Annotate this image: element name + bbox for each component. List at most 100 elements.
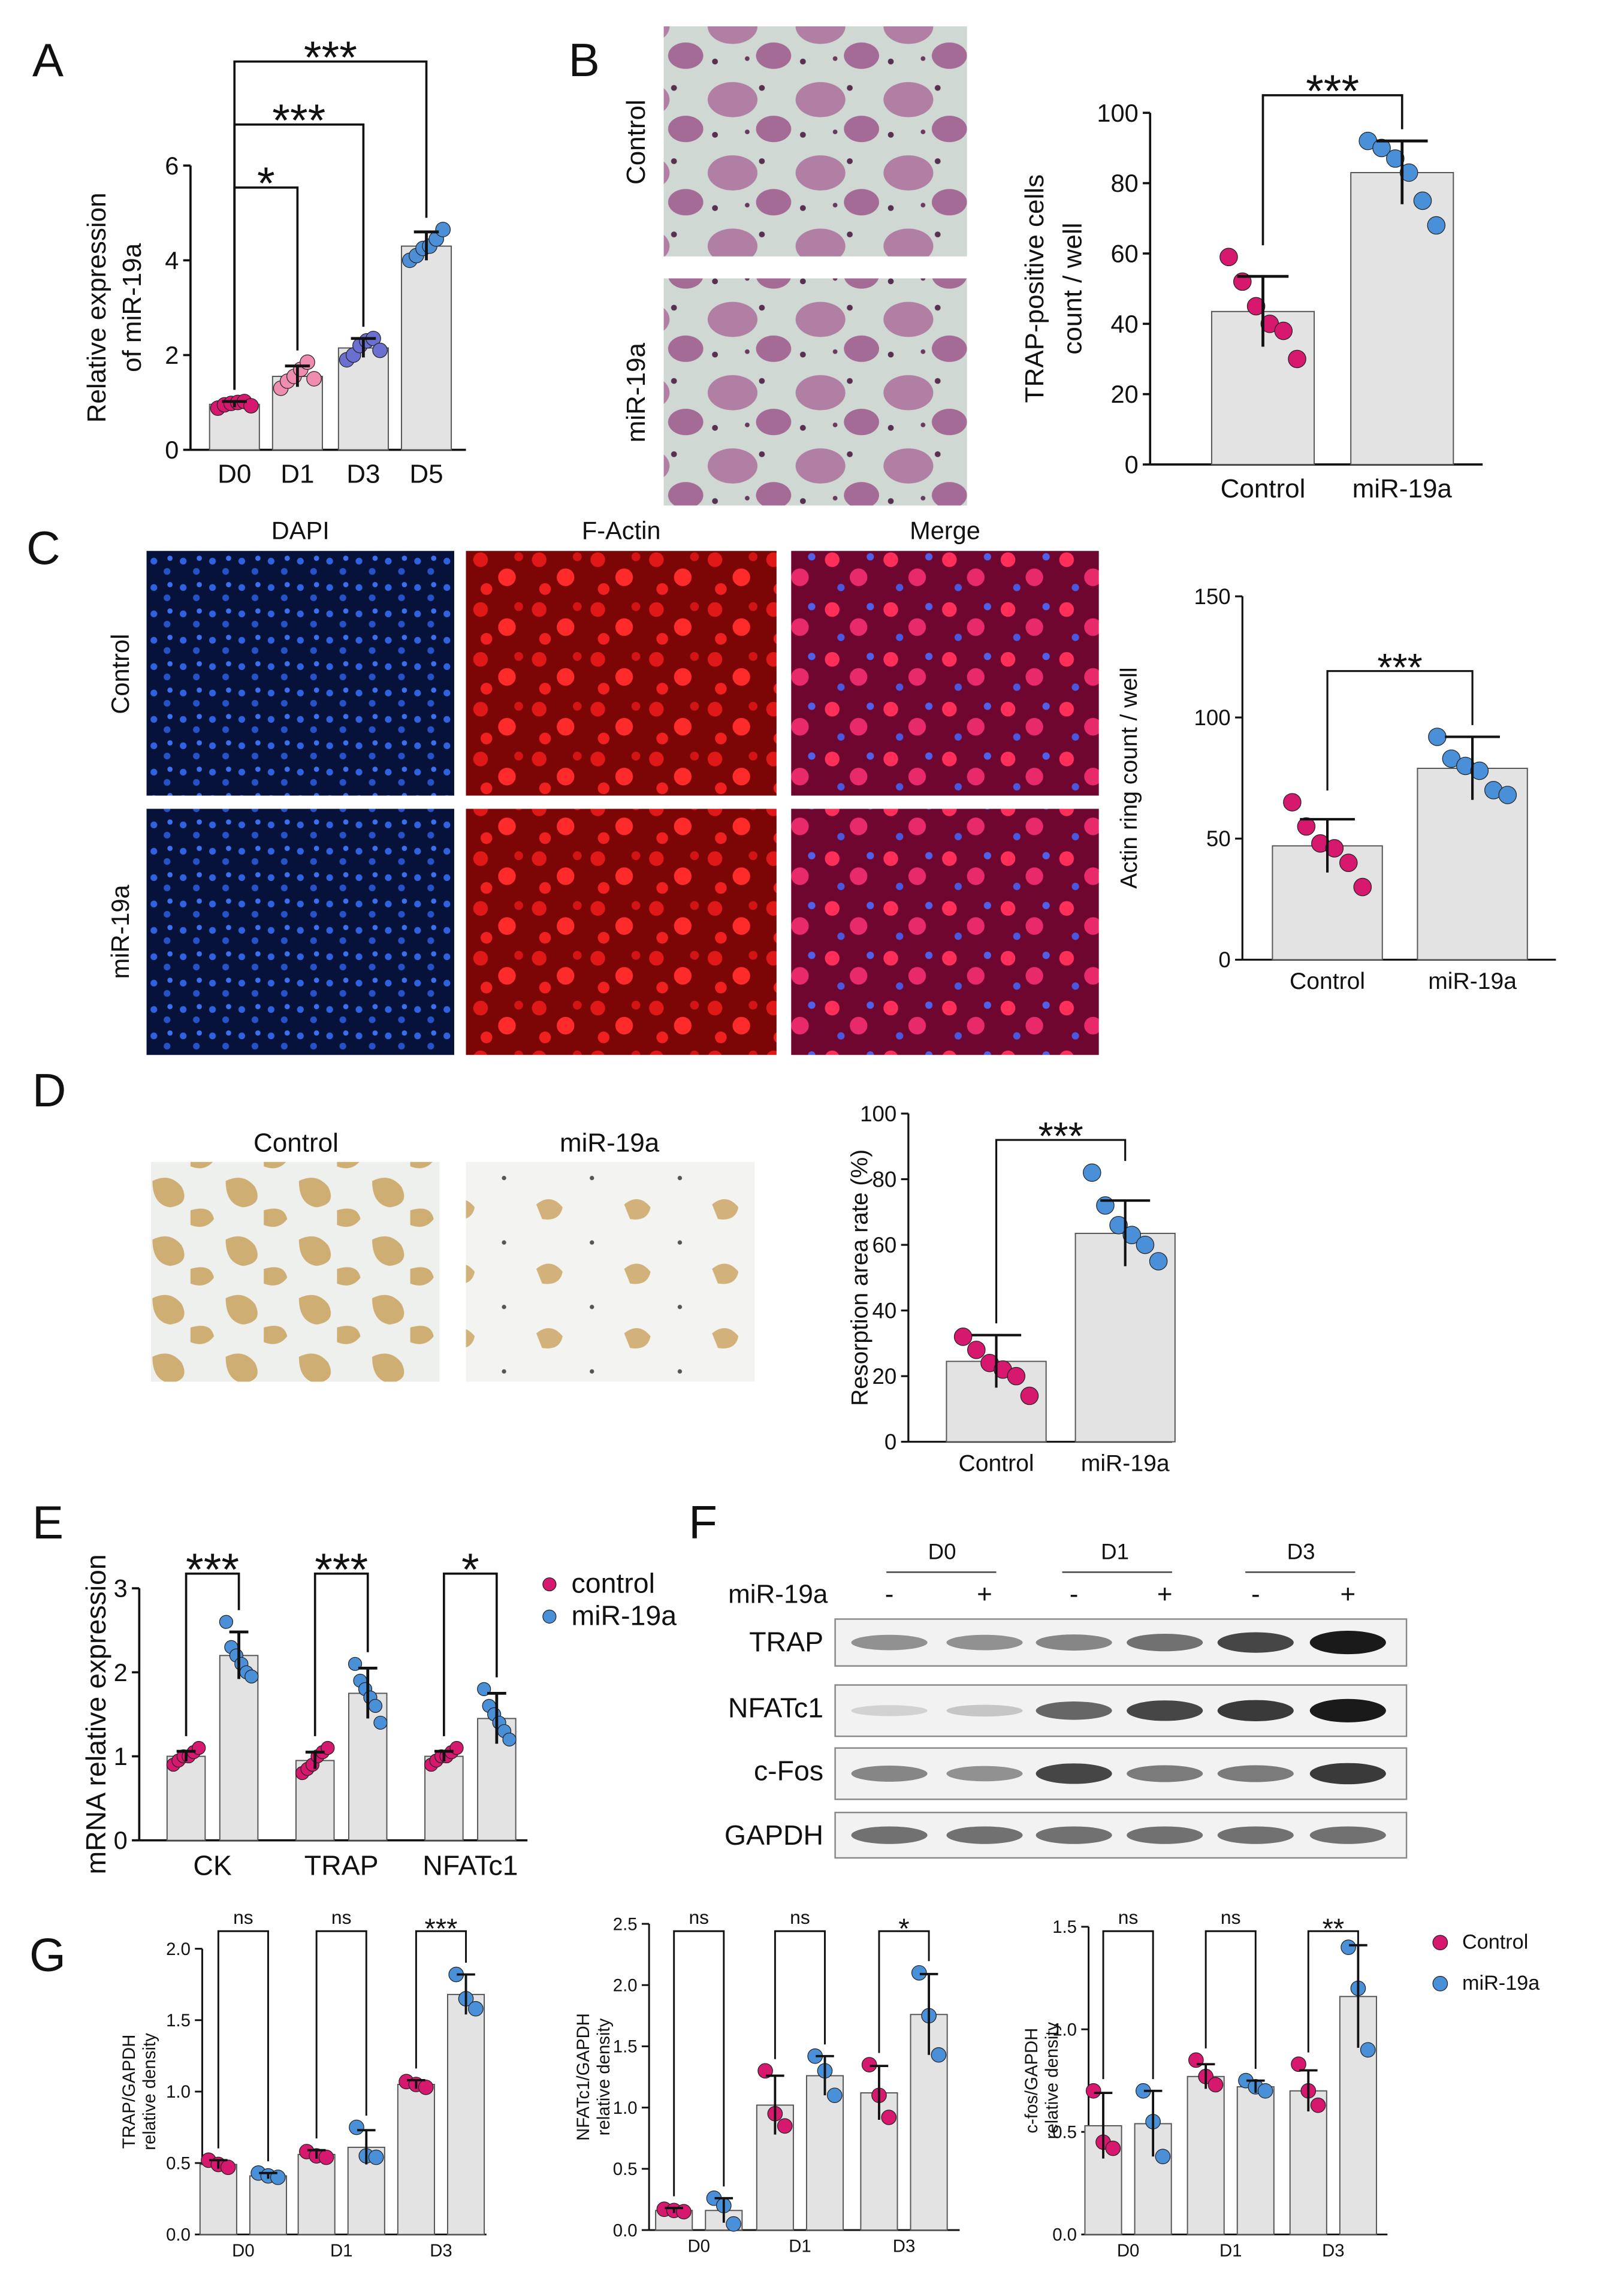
y-axis-label: Resorption area rate (%) [847,1149,873,1406]
significance-label: ns [331,1906,352,1928]
data-point [1105,2140,1121,2156]
data-point [931,2047,947,2063]
y-tick-label: 80 [873,1167,897,1191]
y-axis-label: Actin ring count / well [1116,667,1142,889]
legend-marker [1432,1935,1448,1951]
significance-label: *** [315,1544,368,1595]
bar [446,1993,485,2235]
legend-marker [542,1609,557,1624]
chart: 0 20 40 60 80 100 Control miR-19a TRAP-positive … [1020,66,1483,503]
y-tick-label: 50 [1206,826,1231,851]
significance-bracket [233,186,299,390]
y-tick-label: 2.5 [613,1914,638,1934]
legend-label: Control [1462,1931,1528,1954]
data-point [1470,761,1489,780]
data-point [243,398,259,414]
data-point [676,2204,692,2220]
treatment-mark: + [977,1580,992,1609]
y-tick-label: 0 [1218,948,1230,972]
panel-letter: F [689,1496,717,1549]
y-tick-label: 0.5 [166,2153,191,2173]
data-point [911,1965,927,1981]
data-point [1428,728,1447,746]
x-tick-label: D0 [232,2241,255,2261]
panel-letter: A [32,34,64,86]
column-label: miR-19a [560,1129,660,1158]
micrograph [791,808,1099,1055]
significance-label: ns [1221,1906,1241,1928]
treatment-mark: - [885,1580,894,1609]
y-tick-label: 0.5 [1052,2122,1077,2142]
band [946,1634,1023,1651]
x-tick-label: D1 [789,2237,811,2256]
y-tick-label: 80 [1110,169,1138,197]
y-tick-label: 2 [165,341,179,369]
y-tick-label: 6 [165,152,179,180]
data-point [777,2118,793,2134]
x-tick-label: D3 [430,2241,452,2261]
x-tick-label: Control [959,1451,1034,1477]
chart: 0.0 0.5 1.0 1.5 D0 D1 D3 c-fos/GAPDH relative de… [1022,1906,1540,2261]
row-label: miR-19a [106,885,134,979]
band [1217,1632,1294,1653]
data-point [368,1698,383,1713]
band [1036,1826,1112,1844]
data-point [1246,297,1266,316]
legend-marker [542,1577,557,1592]
chart: 0 50 100 150 Control miR-19a Actin ring count … [26,521,1556,994]
bar [297,2153,336,2235]
micrograph [146,551,454,796]
band [946,1766,1023,1782]
data-point [1353,877,1372,897]
band [1127,1633,1203,1652]
y-axis-label: TRAP-positive cells [1020,174,1049,403]
band [1127,1700,1203,1721]
micrograph [791,551,1099,796]
data-point [1339,853,1358,872]
band [1309,1826,1386,1844]
significance-bracket [217,1930,269,2162]
significance-bracket [673,1930,725,2197]
data-point [1155,2149,1171,2165]
x-tick-label: D1 [1219,2241,1242,2261]
y-tick-label: 40 [873,1298,897,1323]
y-tick-label: 1.5 [1052,1917,1077,1937]
treatment-mark: - [1070,1580,1079,1609]
data-point [244,1669,259,1683]
significance-label: ns [1118,1906,1139,1928]
y-tick-label: 0.5 [613,2159,638,2179]
protein-label: TRAP [749,1626,823,1657]
data-point [349,2119,364,2135]
significance-label: * [257,158,275,209]
y-tick-label: 100 [1097,99,1138,127]
significance-label: ns [233,1906,253,1928]
column-label: Control [253,1129,339,1158]
data-point [1386,149,1405,168]
data-point [1007,1366,1026,1386]
y-tick-label: 0 [1125,451,1139,479]
band [1217,1700,1294,1722]
band [851,1765,928,1782]
data-point [1399,163,1418,182]
band [1127,1826,1203,1844]
x-tick-label: NFATc1 [422,1850,518,1881]
y-tick-label: 20 [1110,380,1138,408]
protein-label: GAPDH [724,1820,823,1851]
micrograph [466,1161,755,1382]
western-blot: F D0 D1 D3 miR-19a - + - + - + TRAP NFAT… [689,1496,1356,1851]
data-point [726,2216,741,2232]
band [946,1704,1023,1717]
x-tick-label: miR-19a [1353,474,1453,503]
y-axis-label: NFATc1/GAPDH [573,2013,593,2141]
y-tick-label: 40 [1110,310,1138,338]
data-point [861,2057,877,2072]
data-point [502,1732,517,1747]
y-tick-label: 1.5 [613,2037,638,2057]
y-axis-label: of miR-19a [117,243,147,372]
bar [199,2164,237,2235]
band [1036,1763,1112,1784]
data-point [306,371,322,387]
significance-bracket [185,1572,240,1736]
y-axis-label: Relative expression [82,192,111,423]
